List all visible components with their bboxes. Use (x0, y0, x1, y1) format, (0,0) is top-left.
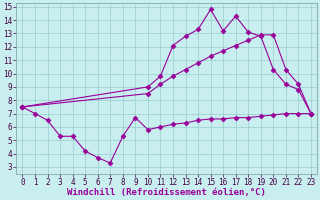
X-axis label: Windchill (Refroidissement éolien,°C): Windchill (Refroidissement éolien,°C) (67, 188, 266, 197)
